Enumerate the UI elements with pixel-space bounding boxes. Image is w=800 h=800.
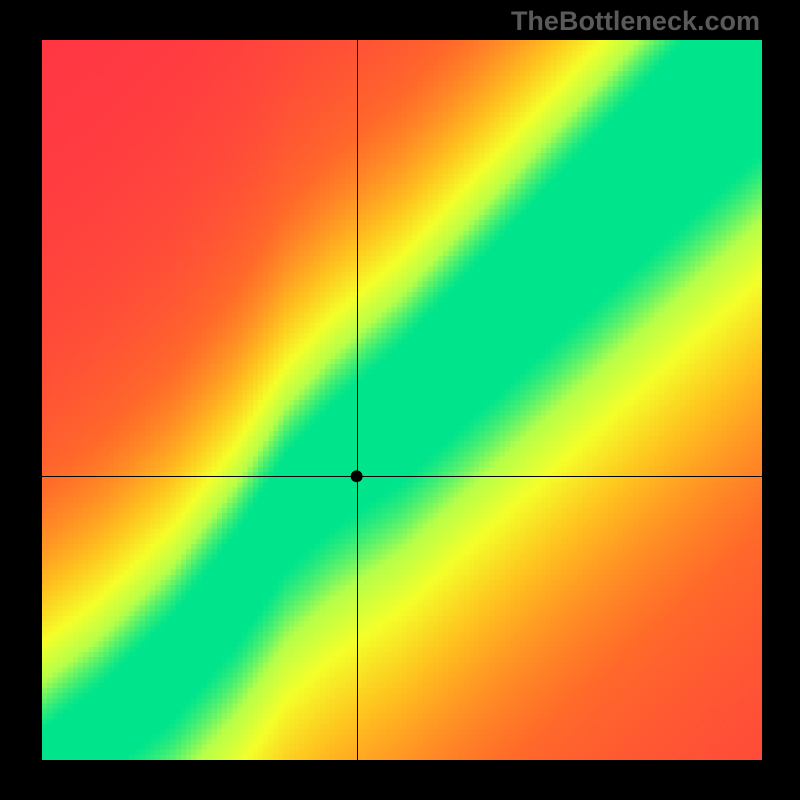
crosshair-overlay	[42, 40, 762, 760]
heatmap-plot	[42, 40, 762, 760]
chart-frame: TheBottleneck.com	[0, 0, 800, 800]
watermark-text: TheBottleneck.com	[511, 6, 760, 37]
